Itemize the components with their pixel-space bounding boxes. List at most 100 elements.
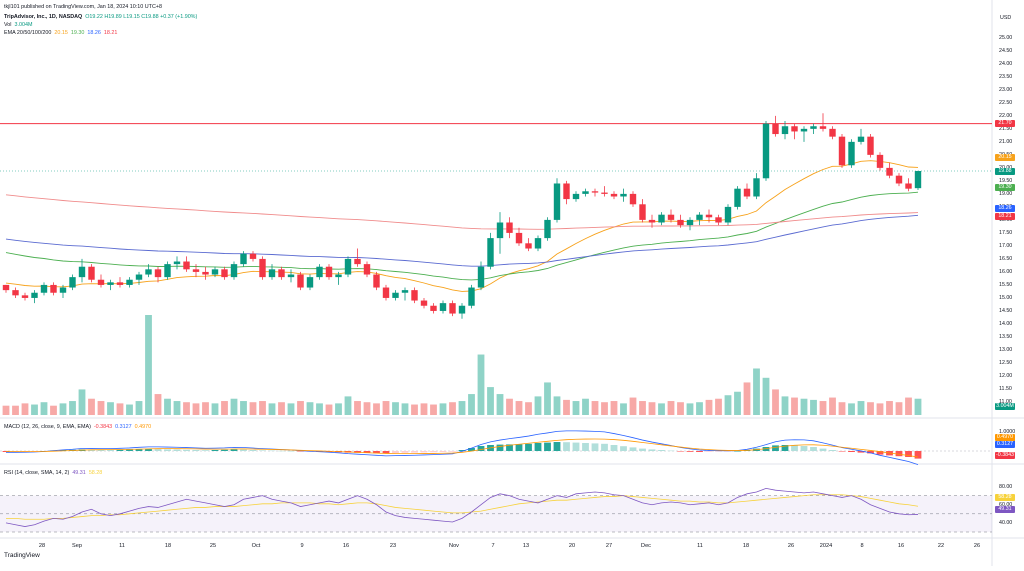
macd-histogram-bar (107, 450, 114, 451)
volume-bar (411, 404, 418, 415)
candle-body (173, 261, 181, 265)
price-tick-label: 12.50 (999, 359, 1013, 366)
candle-body (344, 258, 352, 275)
candle-body (458, 305, 466, 314)
macd-histogram-bar (202, 450, 209, 451)
price-tick-label: 21.00 (999, 138, 1013, 145)
volume-bar (21, 403, 29, 415)
price-tick-label: 16.50 (999, 255, 1013, 262)
price-tick-label: 12.00 (999, 372, 1013, 379)
volume-bar (325, 404, 333, 415)
volume-bar (648, 402, 656, 415)
candle-body (658, 214, 665, 223)
macd-histogram-bar (705, 451, 713, 452)
candle-body (202, 271, 209, 275)
macd-histogram-bar (88, 449, 95, 451)
price-tag: 18.26 (995, 204, 1015, 212)
time-tick-label: 16 (897, 543, 905, 549)
macd-histogram-bar (230, 449, 238, 451)
rsi-tick-label: 40.00 (999, 519, 1013, 526)
macd-histogram-bar (639, 448, 646, 451)
macd-line (5, 430, 919, 466)
time-tick-label: 27 (605, 543, 613, 549)
macd-histogram-bar (724, 451, 732, 452)
volume-bar (886, 401, 893, 415)
macd-histogram-bar (477, 446, 485, 451)
macd-histogram-bar (648, 449, 656, 451)
volume-bar (297, 401, 304, 415)
volume-bar (69, 401, 76, 415)
time-tick-label: Oct (251, 543, 261, 549)
volume-bar (12, 405, 19, 415)
volume-bar (601, 402, 608, 415)
volume-bar (382, 401, 390, 415)
time-tick-label: 18 (164, 543, 172, 549)
candle-body (895, 175, 903, 184)
candle-body (306, 277, 314, 288)
volume-bar (620, 403, 627, 415)
rsi-line (5, 487, 919, 527)
time-tick-label: Dec (641, 543, 651, 549)
volume-bar (667, 401, 675, 415)
candle-body (677, 219, 684, 226)
macd-histogram-bar (572, 442, 580, 451)
volume-bar (373, 403, 380, 415)
volume-bar (572, 401, 580, 415)
volume-bar (629, 397, 637, 415)
candle-body (857, 136, 865, 142)
candle-body (249, 253, 257, 259)
candle-body (563, 183, 570, 200)
price-tick-label: 23.00 (999, 86, 1013, 93)
candle-body (572, 193, 580, 200)
macd-histogram-bar (791, 445, 798, 451)
volume-bar (553, 396, 561, 415)
volume-bar (867, 402, 874, 415)
candle-body (781, 126, 789, 135)
candle-body (496, 222, 504, 239)
candle-body (192, 269, 200, 272)
volume-bar (515, 401, 523, 415)
time-tick-label: 13 (522, 543, 530, 549)
macd-histogram-bar (515, 444, 523, 451)
candle-body (819, 126, 827, 129)
macd-histogram-bar (781, 445, 789, 451)
time-tick-label: 9 (300, 543, 304, 549)
candle-body (401, 290, 409, 293)
volume-bar (810, 399, 817, 415)
candle-body (829, 128, 836, 137)
candle-body (800, 128, 808, 132)
candle-body (164, 264, 171, 278)
candle-body (810, 126, 817, 129)
macd-histogram-bar (905, 451, 912, 457)
volume-bar (468, 394, 475, 415)
macd-histogram-bar (249, 450, 257, 451)
price-tag: 21.70 (995, 120, 1015, 128)
price-tag: 19.30 (995, 183, 1015, 191)
candle-body (620, 193, 627, 197)
volume-bar (50, 405, 57, 415)
volume-bar (857, 401, 865, 415)
volume-bar (705, 399, 713, 415)
macd-histogram-bar (458, 450, 466, 451)
volume-bar (838, 402, 846, 415)
time-tick-label: 2024 (819, 543, 833, 549)
volume-bar (145, 315, 152, 415)
rsi-tag: 49.31 (995, 505, 1015, 513)
volume-bar (183, 402, 190, 415)
price-tick-label: 20.00 (999, 165, 1012, 171)
macd-histogram-bar (496, 444, 504, 451)
ema200-value: 18.21 (103, 30, 118, 36)
price-tick-label: 22.00 (999, 112, 1013, 119)
candle-body (50, 284, 57, 293)
macd-histogram-bar (278, 450, 285, 452)
volume-bar (2, 405, 10, 415)
macd-histogram-bar (591, 443, 599, 451)
candle-body (145, 269, 152, 275)
rsi-band (0, 495, 992, 532)
candle-body (468, 287, 475, 306)
macd-histogram-bar (192, 450, 200, 451)
macd-histogram-bar (373, 451, 380, 454)
candle-body (772, 123, 779, 135)
